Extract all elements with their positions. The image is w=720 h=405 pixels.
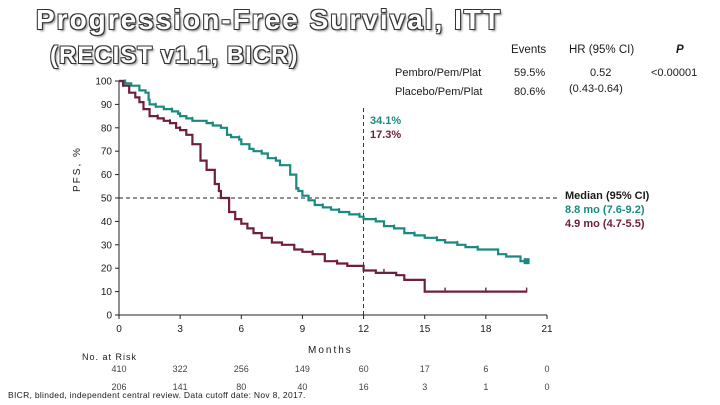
placebo-at-risk-value: 80 [236, 382, 246, 392]
pembro-at-risk-value: 322 [173, 364, 188, 374]
no-at-risk-label: No. at Risk [82, 352, 138, 362]
y-tick-label: 70 [101, 147, 113, 158]
y-tick-label: 60 [101, 170, 113, 181]
arm-label-pembro: Pembro/Pem/Plat [395, 67, 482, 79]
placebo-at-risk-value: 206 [111, 382, 126, 392]
placebo-at-risk-value: 3 [422, 382, 427, 392]
hr-header: HR (95% CI) [569, 44, 635, 56]
x-tick-label: 6 [239, 324, 245, 335]
hr-ci: (0.43-0.64) [569, 83, 623, 95]
placebo-at-risk-value: 16 [359, 382, 369, 392]
x-tick-label: 21 [541, 324, 553, 335]
pembro-at-risk-value: 256 [234, 364, 249, 374]
placebo-at-risk-value: 0 [544, 382, 549, 392]
median-title: Median (95% CI) [565, 190, 650, 202]
footnote: BICR, blinded, independent central revie… [8, 390, 306, 400]
y-tick-label: 90 [101, 100, 113, 111]
events-value-placebo: 80.6% [514, 86, 546, 98]
pembro-12mo-rate: 34.1% [370, 115, 402, 127]
pembro-median: 8.8 mo (7.6-9.2) [565, 204, 645, 216]
placebo-12mo-rate: 17.3% [370, 129, 402, 141]
x-tick-label: 18 [480, 324, 492, 335]
placebo-median: 4.9 mo (4.7-5.5) [565, 218, 645, 230]
events-value-pembro: 59.5% [514, 67, 546, 79]
pembro-at-risk-value: 60 [359, 364, 369, 374]
x-tick-label: 15 [419, 324, 431, 335]
y-tick-label: 80 [101, 123, 113, 134]
p-header: P [676, 44, 684, 56]
x-axis-label: Months [308, 345, 353, 356]
y-tick-label: 10 [101, 287, 113, 298]
pembro-at-risk-value: 410 [111, 364, 126, 374]
page-subtitle: (RECIST v1.1, BICR) [50, 42, 299, 69]
pembro-end-marker [523, 258, 530, 265]
arm-label-placebo: Placebo/Pem/Plat [395, 86, 483, 98]
y-tick-label: 30 [101, 240, 113, 251]
placebo-at-risk-value: 1 [483, 382, 488, 392]
pembro-at-risk-value: 6 [483, 364, 488, 374]
pembro-at-risk-value: 17 [420, 364, 430, 374]
y-tick-label: 40 [101, 217, 113, 228]
y-tick-label: 50 [101, 194, 113, 205]
pembro-at-risk-value: 149 [295, 364, 310, 374]
p-value: <0.00001 [651, 67, 698, 79]
placebo-at-risk-value: 40 [297, 382, 307, 392]
placebo-at-risk-value: 141 [173, 382, 188, 392]
pembro-curve [119, 79, 527, 263]
y-tick-label: 0 [106, 311, 112, 322]
page-title: Progression-Free Survival, ITT [36, 4, 503, 35]
x-tick-label: 9 [300, 324, 306, 335]
hr-value: 0.52 [590, 67, 612, 79]
y-tick-label: 20 [101, 264, 113, 275]
x-tick-label: 12 [358, 324, 370, 335]
x-tick-label: 3 [177, 324, 183, 335]
events-header: Events [511, 44, 547, 56]
pembro-at-risk-value: 0 [544, 364, 549, 374]
x-tick-label: 0 [116, 324, 122, 335]
y-tick-label: 100 [95, 77, 112, 88]
